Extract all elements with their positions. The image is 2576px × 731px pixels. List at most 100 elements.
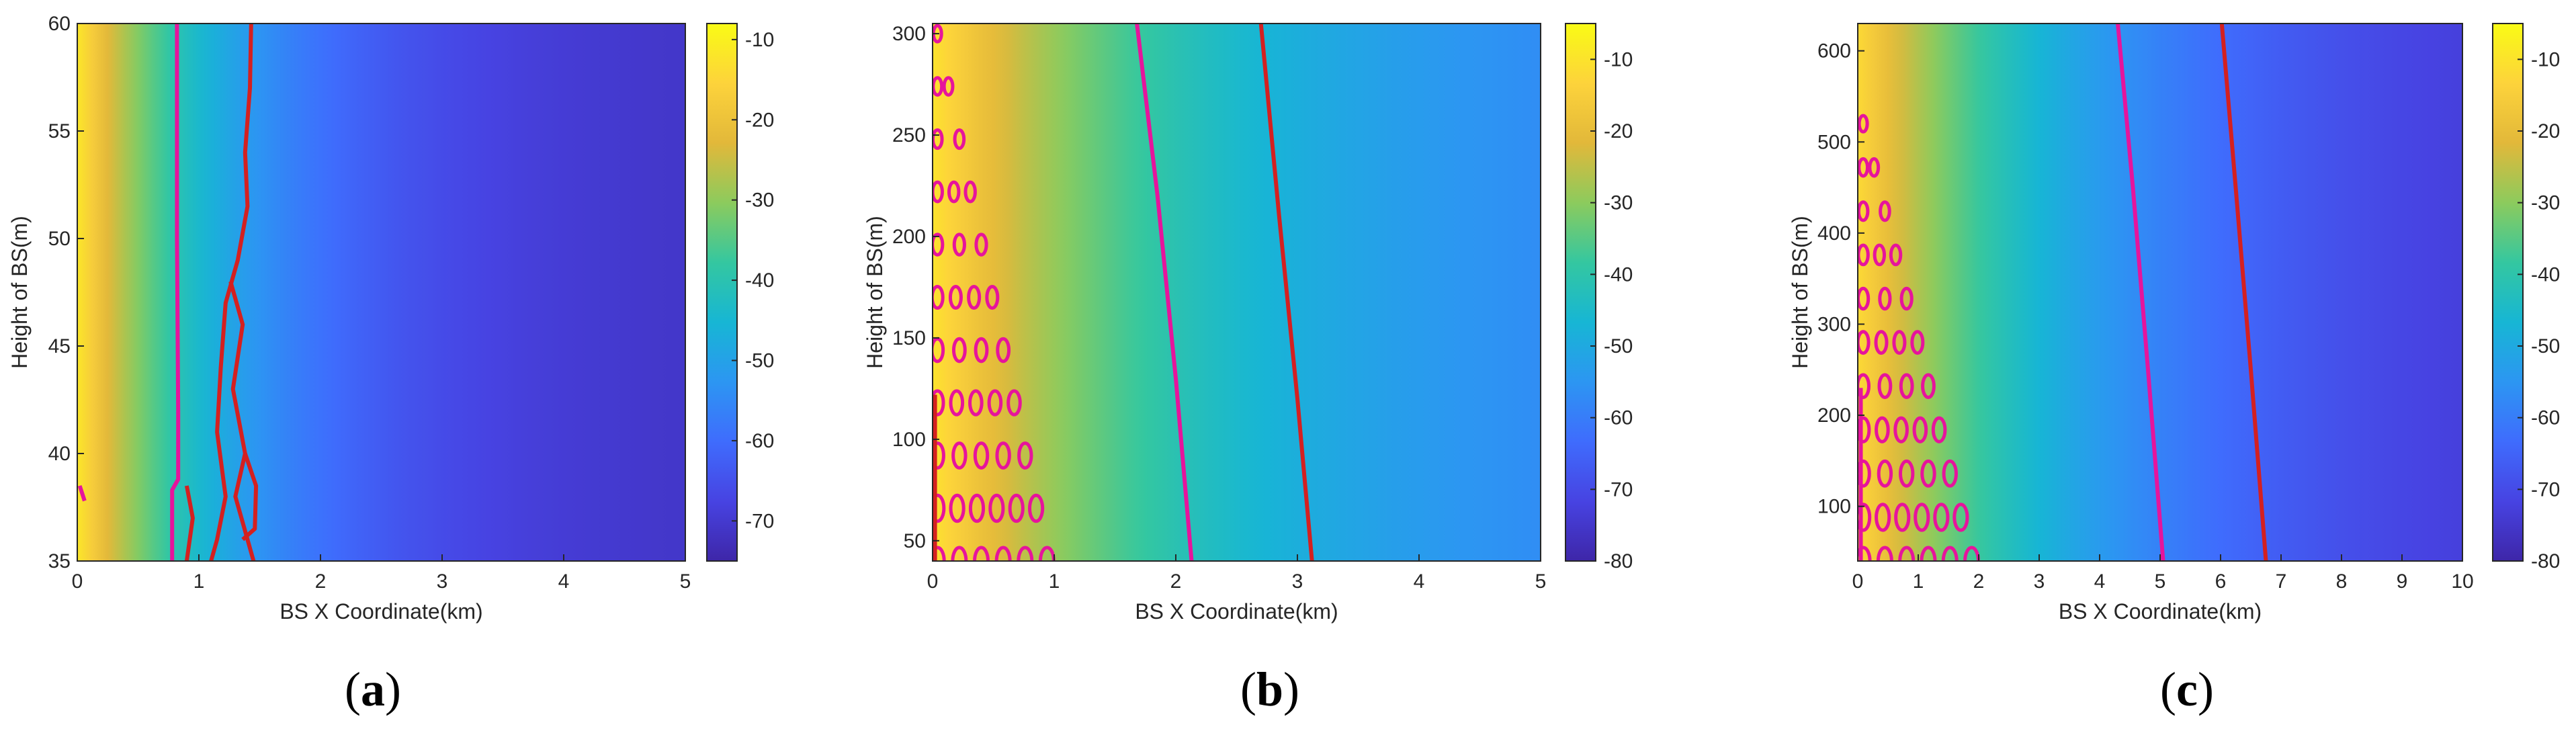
interference-blob <box>933 337 945 363</box>
contour-line <box>241 453 259 542</box>
colorbar-tick-label: -40 <box>745 269 774 292</box>
contour-group <box>1858 24 2268 561</box>
colorbar-tick-label: -30 <box>1604 192 1633 214</box>
interference-blob <box>1894 503 1911 532</box>
colorbar-tick-label: -80 <box>2531 550 2560 572</box>
interference-blob <box>933 546 946 561</box>
interference-blob <box>1875 503 1891 532</box>
y-tick-label: 200 <box>892 226 926 248</box>
contour-line <box>170 24 181 561</box>
panel-b: 0 1 2 3 4 5 50 100 150 200 250 300 BS X Coordinate(k… <box>863 23 1633 716</box>
colorbar-tick-label: -70 <box>745 510 774 532</box>
colorbar-tick-label: -20 <box>1604 120 1633 142</box>
y-tick-label: 250 <box>892 124 926 146</box>
x-tick-label: 1 <box>194 570 205 593</box>
panel-caption: (a) <box>345 662 401 716</box>
contour-line <box>2116 24 2165 561</box>
interference-blob <box>1017 546 1034 561</box>
interference-blob <box>933 285 945 310</box>
interference-blob <box>1874 330 1889 355</box>
x-tick-label: 0 <box>1852 570 1864 593</box>
interference-blob <box>1875 416 1890 443</box>
interference-blob <box>1006 389 1022 417</box>
y-tick-label: 60 <box>48 13 71 35</box>
contour-line <box>77 485 87 502</box>
contour-line <box>2219 24 2268 561</box>
interference-blob <box>951 337 967 363</box>
plot-frame <box>77 23 686 562</box>
interference-blob <box>994 546 1012 561</box>
interference-blob <box>1017 441 1033 470</box>
interference-blob <box>948 285 963 310</box>
x-tick-label: 5 <box>680 570 691 593</box>
interference-blob <box>1858 503 1872 532</box>
colorbar-tick-label: -40 <box>1604 263 1633 286</box>
interference-blob <box>1858 373 1871 399</box>
y-tick-label: 400 <box>1817 222 1851 245</box>
interference-blob <box>1893 416 1909 443</box>
y-tick-label: 55 <box>48 120 71 142</box>
interference-blob <box>1868 157 1881 178</box>
contour-line <box>209 24 253 561</box>
interference-blob <box>1942 459 1958 488</box>
y-tick-label: 200 <box>1817 404 1851 427</box>
colorbar-tick-label: -60 <box>1604 407 1633 429</box>
colorbar-tick-label: -50 <box>745 349 774 372</box>
interference-blob <box>1858 416 1871 443</box>
x-tick-label: 3 <box>2034 570 2045 593</box>
y-tick-label: 40 <box>48 443 71 465</box>
x-axis-label: BS X Coordinate(km) <box>1135 599 1338 624</box>
interference-blob <box>973 441 990 470</box>
interference-blob <box>1858 459 1871 488</box>
interference-blob <box>1933 503 1950 532</box>
y-tick-label: 50 <box>904 530 926 552</box>
y-tick-label: 50 <box>48 228 71 250</box>
colorbar-tick-label: -30 <box>745 189 774 212</box>
x-tick-label: 5 <box>2155 570 2166 593</box>
x-tick-label: 1 <box>1049 570 1060 593</box>
contour-line <box>184 485 195 561</box>
x-tick-label: 4 <box>2094 570 2106 593</box>
interference-blob <box>995 441 1011 470</box>
interference-blob <box>1914 503 1930 532</box>
interference-blob <box>1899 286 1914 311</box>
interference-blob <box>968 493 986 523</box>
interference-blob <box>1038 546 1056 561</box>
x-tick-label: 8 <box>2336 570 2348 593</box>
interference-blob <box>1873 243 1887 267</box>
interference-blob <box>1877 459 1893 488</box>
contour-line <box>1258 24 1314 561</box>
interference-blob <box>1879 200 1891 222</box>
interference-blob <box>933 389 945 417</box>
interference-blob <box>949 493 965 523</box>
interference-blob <box>1898 546 1916 561</box>
x-tick-label: 4 <box>1414 570 1425 593</box>
x-tick-label: 6 <box>2215 570 2227 593</box>
interference-blob <box>987 389 1003 417</box>
colorbar-tick-label: -10 <box>2531 48 2560 71</box>
contour-line <box>1135 24 1194 561</box>
y-tick-label: 100 <box>1817 496 1851 518</box>
colorbar <box>1565 23 1596 562</box>
colorbar-tick-label: -50 <box>2531 335 2560 357</box>
x-tick-label: 10 <box>2451 570 2473 593</box>
interference-blob <box>1877 373 1893 399</box>
interference-blob <box>967 285 982 310</box>
colorbar-tick-label: -50 <box>1604 335 1633 357</box>
interference-blob <box>953 128 966 150</box>
x-tick-label: 0 <box>927 570 939 593</box>
interference-blob <box>1878 286 1892 311</box>
heatmap-field <box>1858 24 2462 561</box>
y-axis-label: Height of BS(m) <box>863 216 887 369</box>
y-tick-label: 45 <box>48 335 71 357</box>
interference-blob <box>1920 459 1936 488</box>
heatmap-field <box>933 24 1541 561</box>
interference-blob <box>951 546 968 561</box>
colorbar-tick-label: -20 <box>2531 120 2560 142</box>
x-tick-label: 2 <box>315 570 327 593</box>
interference-blob <box>1008 493 1025 523</box>
interference-blob <box>1876 546 1893 561</box>
y-tick-label: 600 <box>1817 40 1851 62</box>
